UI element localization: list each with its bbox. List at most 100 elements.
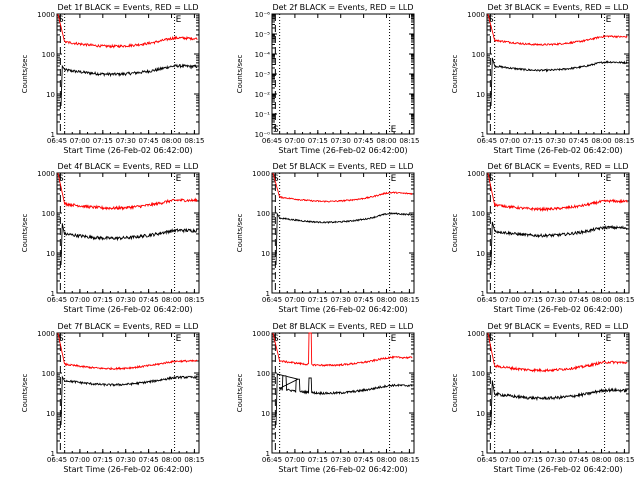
x-tick-label: 07:30 (546, 296, 566, 304)
panel-title: Det 7f BLACK = Events, RED = LLD (57, 322, 198, 331)
events-series-line (275, 212, 413, 266)
y-tick-label: 100 (472, 370, 485, 378)
y-tick-label: 1000 (252, 330, 270, 338)
plot-frame (486, 13, 630, 135)
x-axis-label: Start Time (26-Feb-02 06:42:00) (278, 465, 407, 474)
y-tick-label: 1 (481, 450, 485, 458)
panel-title: Det 8f BLACK = Events, RED = LLD (272, 322, 413, 331)
panel-title: Det 2f BLACK = Events, RED = LLD (272, 3, 413, 12)
panel-det-9: Det 9f BLACK = Events, RED = LLD Start Ti… (451, 322, 635, 474)
x-axis-label: Start Time (26-Feb-02 06:42:00) (493, 465, 622, 474)
y-tick-label: 10⁻¹ (255, 111, 271, 119)
x-tick-label: 07:45 (139, 137, 159, 145)
x-axis-label: Start Time (26-Feb-02 06:42:00) (63, 465, 192, 474)
x-axis-label: Start Time (26-Feb-02 06:42:00) (493, 146, 622, 155)
y-tick-label: 10 (46, 91, 55, 99)
x-tick-label: 06:45 (477, 456, 497, 464)
x-tick-label: 07:45 (354, 456, 374, 464)
x-tick-label: 07:00 (500, 137, 520, 145)
x-tick-label: 08:15 (184, 456, 204, 464)
y-tick-label: 1000 (37, 330, 55, 338)
y-tick-label: 100 (257, 370, 270, 378)
panel-title: Det 1f BLACK = Events, RED = LLD (57, 3, 198, 12)
x-tick-label: 06:45 (262, 137, 282, 145)
panel-title: Det 4f BLACK = Events, RED = LLD (57, 162, 198, 171)
y-axis-label: Counts/sec (451, 214, 459, 253)
y-tick-label: 10⁻⁵ (255, 31, 271, 39)
x-tick-label: 07:45 (569, 296, 589, 304)
x-tick-label: 08:15 (399, 137, 419, 145)
y-tick-label: 1 (51, 290, 55, 298)
x-tick-label: 07:45 (139, 296, 159, 304)
x-tick-label: 07:00 (500, 296, 520, 304)
events-series-line (60, 63, 198, 107)
lld-series-line (487, 13, 628, 47)
x-tick-label: 08:00 (591, 137, 611, 145)
x-tick-label: 07:30 (331, 456, 351, 464)
x-tick-label: 07:15 (93, 456, 113, 464)
x-axis-label: Start Time (26-Feb-02 06:42:00) (63, 146, 192, 155)
x-tick-label: 07:45 (354, 296, 374, 304)
y-tick-label: 100 (42, 210, 55, 218)
end-marker: E (606, 334, 612, 344)
events-series-line (60, 223, 198, 266)
end-marker: E (606, 174, 612, 184)
x-tick-label: 07:30 (116, 456, 136, 464)
x-tick-label: 07:00 (285, 137, 305, 145)
events-series-line (490, 221, 628, 266)
y-tick-label: 100 (472, 210, 485, 218)
x-tick-label: 06:45 (47, 296, 67, 304)
x-tick-label: 07:30 (331, 296, 351, 304)
panel-title: Det 6f BLACK = Events, RED = LLD (487, 162, 628, 171)
x-tick-label: 08:00 (376, 296, 396, 304)
x-tick-label: 08:00 (376, 456, 396, 464)
panel-title: Det 9f BLACK = Events, RED = LLD (487, 322, 628, 331)
x-tick-label: 06:45 (262, 296, 282, 304)
x-tick-label: 08:00 (591, 456, 611, 464)
x-tick-label: 07:45 (569, 137, 589, 145)
y-tick-label: 1 (51, 450, 55, 458)
y-axis-label: Counts/sec (451, 55, 459, 94)
panel-det-1: Det 1f BLACK = Events, RED = LLD Start Ti… (21, 3, 205, 155)
lld-series-line (57, 13, 198, 49)
lld-series-line (57, 172, 198, 211)
x-tick-label: 06:45 (477, 137, 497, 145)
x-tick-label: 08:15 (184, 137, 204, 145)
end-marker: E (176, 174, 182, 184)
y-tick-label: 10⁻³ (255, 71, 271, 79)
x-tick-label: 08:15 (399, 456, 419, 464)
plot-frame (271, 172, 415, 294)
x-axis-label: Start Time (26-Feb-02 06:42:00) (63, 305, 192, 314)
x-tick-label: 08:00 (591, 296, 611, 304)
y-tick-label: 10⁻⁶ (255, 11, 271, 19)
y-tick-label: 10 (261, 410, 270, 418)
x-axis-label: Start Time (26-Feb-02 06:42:00) (278, 305, 407, 314)
start-marker: S (273, 125, 279, 135)
y-tick-label: 1 (481, 290, 485, 298)
y-tick-label: 1000 (37, 11, 55, 19)
start-marker: S (488, 334, 494, 344)
end-marker: E (176, 334, 182, 344)
x-tick-label: 07:15 (308, 137, 328, 145)
events-series-line (490, 380, 628, 426)
events-series-line (490, 57, 628, 107)
lld-series-line (57, 332, 198, 371)
x-axis-label: Start Time (26-Feb-02 06:42:00) (278, 146, 407, 155)
y-tick-label: 10 (46, 250, 55, 258)
y-axis-label: Counts/sec (21, 214, 29, 253)
x-tick-label: 07:45 (569, 456, 589, 464)
x-tick-label: 07:15 (523, 456, 543, 464)
panel-title: Det 3f BLACK = Events, RED = LLD (487, 3, 628, 12)
end-marker: E (391, 174, 397, 184)
x-tick-label: 06:45 (477, 296, 497, 304)
y-tick-label: 100 (472, 51, 485, 59)
x-tick-label: 07:00 (500, 456, 520, 464)
y-tick-label: 1 (266, 290, 270, 298)
start-marker: S (58, 334, 64, 344)
start-marker: S (58, 15, 64, 25)
lld-series-line (272, 172, 413, 203)
y-tick-label: 1 (481, 131, 485, 139)
x-tick-label: 07:30 (116, 137, 136, 145)
x-tick-label: 07:45 (139, 456, 159, 464)
x-axis-label: Start Time (26-Feb-02 06:42:00) (493, 305, 622, 314)
